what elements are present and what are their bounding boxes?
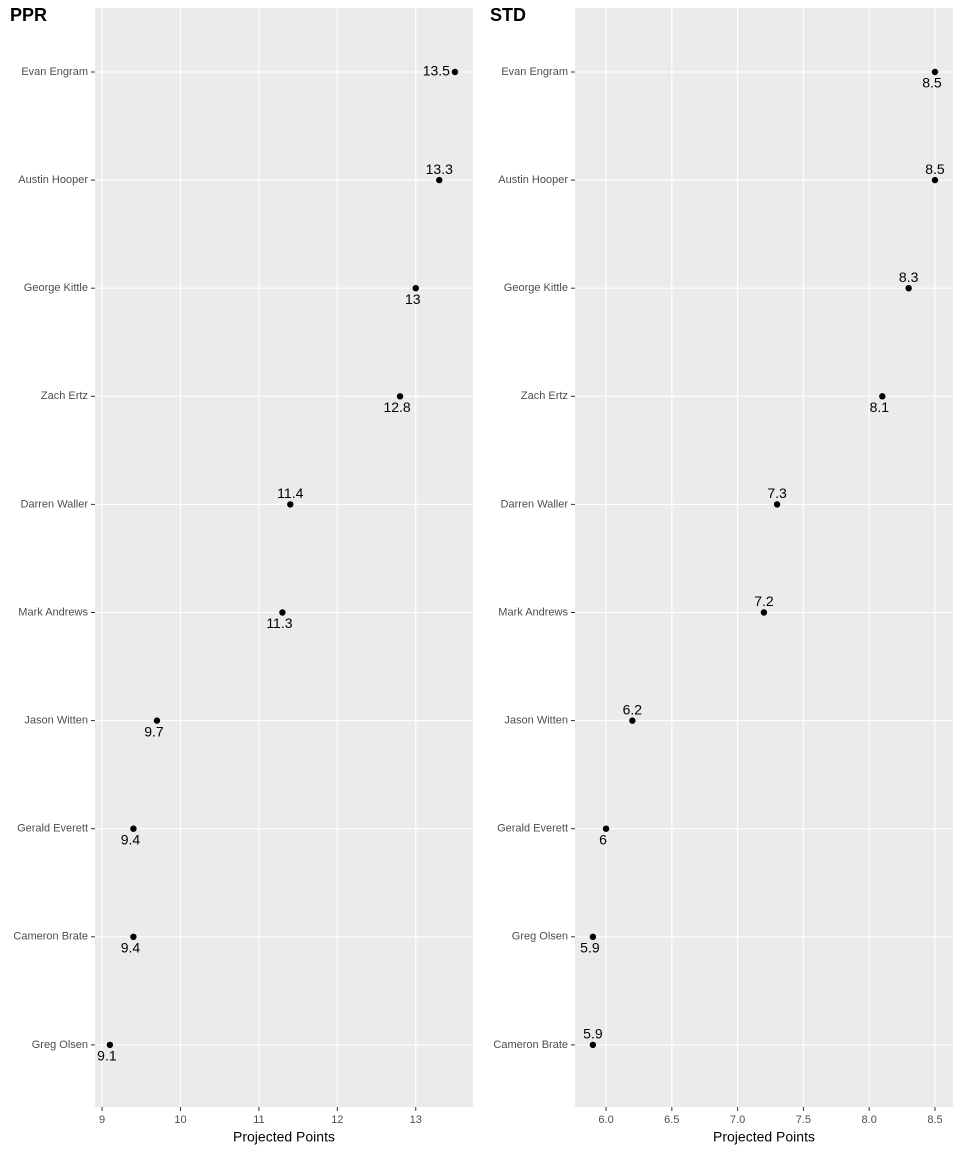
x-tick-label: 9 [99, 1114, 105, 1126]
y-tick-label: Zach Ertz [41, 390, 88, 402]
dot [106, 1041, 114, 1049]
y-tick-label: Austin Hooper [18, 174, 88, 186]
data-label: 11.3 [266, 615, 292, 631]
dot [130, 825, 137, 832]
data-label: 5.9 [580, 940, 600, 956]
y-tick-label: Zach Ertz [521, 390, 568, 402]
data-label: 8.3 [899, 269, 919, 285]
y-tick-label: Greg Olsen [512, 931, 568, 943]
dot [629, 717, 636, 724]
x-axis-label: Projected Points [233, 1129, 335, 1145]
dot [396, 393, 404, 400]
dot [436, 176, 443, 184]
data-label: 9.4 [121, 831, 141, 847]
data-label: 9.7 [144, 723, 164, 739]
data-label: 7.2 [754, 593, 774, 609]
dot [760, 609, 768, 616]
data-label: 8.5 [922, 75, 942, 91]
data-label: 6.2 [623, 701, 643, 717]
dot [589, 1041, 597, 1049]
x-tick-label: 7.0 [730, 1114, 745, 1126]
y-tick-label: Evan Engram [21, 66, 88, 78]
dot [931, 176, 939, 184]
y-tick-label: Gerald Everett [497, 823, 568, 835]
dot [589, 933, 597, 940]
data-label: 5.9 [583, 1026, 603, 1042]
y-tick-label: Cameron Brate [13, 931, 88, 943]
dot [602, 825, 610, 832]
dot [130, 933, 137, 940]
y-tick-label: Evan Engram [501, 66, 568, 78]
x-tick-label: 13 [410, 1114, 422, 1126]
y-tick-label: Darren Waller [21, 498, 89, 510]
x-tick-label: 6.0 [598, 1114, 613, 1126]
y-tick-label: Cameron Brate [493, 1039, 568, 1051]
x-tick-label: 7.5 [796, 1114, 811, 1126]
y-tick-label: George Kittle [504, 282, 568, 294]
data-label: 6 [599, 831, 607, 847]
x-tick-label: 8.0 [862, 1114, 877, 1126]
data-label: 11.4 [277, 485, 303, 501]
y-tick-label: George Kittle [24, 282, 88, 294]
x-tick-label: 6.5 [664, 1114, 679, 1126]
data-label: 13.3 [426, 161, 453, 177]
x-tick-label: 8.5 [927, 1114, 942, 1126]
x-tick-label: 11 [253, 1114, 264, 1126]
data-label: 13 [405, 291, 421, 307]
panel-background [95, 8, 473, 1107]
y-tick-label: Darren Waller [501, 498, 569, 510]
dot [287, 501, 294, 508]
dot [879, 393, 886, 400]
data-label: 13.5 [423, 63, 450, 79]
y-tick-label: Mark Andrews [498, 606, 568, 618]
dot [773, 501, 781, 508]
x-axis-label: Projected Points [713, 1129, 815, 1145]
x-tick-label: 12 [331, 1114, 343, 1126]
data-label: 7.3 [767, 485, 787, 501]
y-tick-label: Mark Andrews [18, 606, 88, 618]
data-label: 12.8 [383, 399, 410, 415]
y-tick-label: Austin Hooper [498, 174, 568, 186]
y-tick-label: Greg Olsen [32, 1039, 88, 1051]
data-label: 8.5 [925, 161, 945, 177]
dot [279, 609, 286, 616]
x-tick-label: 10 [174, 1114, 186, 1126]
data-label: 9.4 [121, 940, 141, 956]
panel-background [575, 8, 953, 1107]
data-label: 9.1 [97, 1048, 117, 1064]
y-tick-label: Gerald Everett [17, 823, 88, 835]
dot [931, 68, 939, 76]
dot [153, 717, 161, 724]
dot [451, 68, 459, 76]
dot [412, 285, 419, 292]
dot [905, 285, 912, 292]
y-tick-label: Jason Witten [504, 715, 568, 727]
y-tick-label: Jason Witten [24, 715, 88, 727]
chart-title: PPR [10, 5, 47, 25]
chart-title: STD [490, 5, 526, 25]
data-label: 8.1 [870, 399, 890, 415]
